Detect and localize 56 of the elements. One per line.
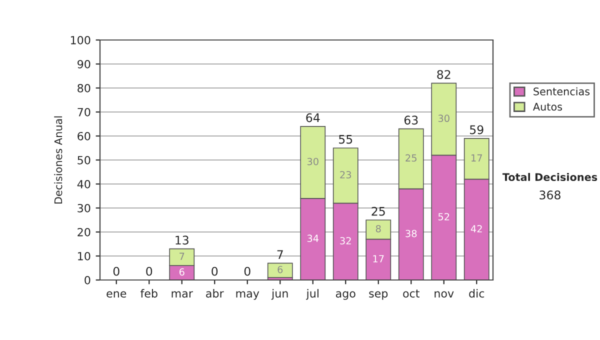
y-tick-label: 90 bbox=[78, 60, 90, 68]
total-label: 82 bbox=[437, 70, 450, 79]
data-label: 42 bbox=[470, 225, 482, 232]
total-label: 0 bbox=[113, 266, 120, 276]
legend-label: Sentencias bbox=[534, 87, 590, 96]
x-tick-label: sep bbox=[369, 291, 388, 300]
legend-label: Autos bbox=[532, 102, 562, 111]
y-tick-label: 100 bbox=[70, 36, 90, 44]
data-label: 25 bbox=[406, 154, 416, 162]
x-tick-label: ene bbox=[106, 291, 126, 298]
x-tick-label: oct bbox=[403, 290, 420, 298]
total-label: 0 bbox=[212, 266, 218, 276]
y-tick-label: 20 bbox=[78, 228, 90, 236]
total-label: 0 bbox=[244, 266, 250, 276]
data-label: 30 bbox=[438, 114, 450, 122]
x-tick-label: jul bbox=[306, 289, 318, 300]
total-label: 7 bbox=[277, 250, 283, 259]
text: 368 bbox=[540, 190, 560, 200]
x-tick-label: ago bbox=[336, 291, 356, 300]
x-tick-label: may bbox=[236, 291, 260, 300]
data-label: 17 bbox=[373, 255, 384, 262]
data-label: 8 bbox=[376, 225, 381, 232]
y-tick-label: 50 bbox=[78, 156, 90, 164]
data-label: 32 bbox=[340, 237, 351, 244]
x-tick-label: mar bbox=[172, 291, 193, 298]
data-label: 38 bbox=[406, 230, 417, 238]
total-label: 0 bbox=[146, 266, 152, 276]
total-label: 25 bbox=[372, 206, 385, 216]
data-label: 6 bbox=[278, 266, 283, 274]
data-label: 34 bbox=[307, 234, 319, 242]
y-tick-label: 0 bbox=[84, 276, 90, 284]
y-tick-label: 30 bbox=[78, 204, 90, 212]
data-label: 23 bbox=[340, 171, 352, 178]
total-label: 59 bbox=[470, 125, 484, 134]
x-tick-label: nov bbox=[434, 291, 454, 298]
data-label: 6 bbox=[179, 268, 184, 276]
data-label: 17 bbox=[472, 154, 482, 162]
total-label: 55 bbox=[339, 135, 352, 144]
y-tick-label: 40 bbox=[77, 180, 90, 188]
x-tick-label: dic bbox=[469, 289, 484, 298]
total-label: 63 bbox=[404, 116, 418, 125]
y-axis-title: Decisiones Anual bbox=[54, 116, 62, 204]
data-label: 30 bbox=[307, 158, 318, 166]
y-tick-label: 10 bbox=[78, 252, 90, 260]
text: Total Decisiones bbox=[502, 172, 598, 182]
data-label: 52 bbox=[438, 213, 450, 220]
x-tick-label: jun bbox=[271, 289, 288, 300]
total-label: 13 bbox=[176, 236, 188, 245]
x-tick-label: feb bbox=[140, 289, 158, 298]
y-tick-label: 70 bbox=[78, 108, 90, 116]
bar bbox=[267, 262, 293, 278]
data-label: 7 bbox=[180, 252, 184, 260]
x-tick-label: abr bbox=[206, 289, 224, 298]
y-tick-label: 80 bbox=[78, 84, 90, 92]
total-label: 64 bbox=[306, 113, 320, 122]
y-tick-label: 60 bbox=[78, 132, 90, 140]
